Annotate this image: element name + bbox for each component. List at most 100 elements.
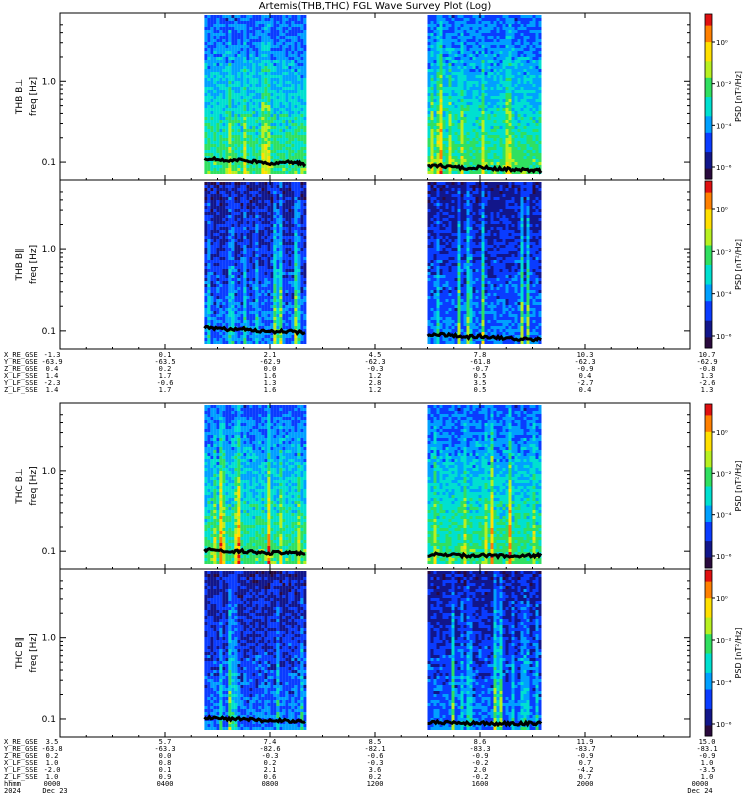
ephemeris-label: X_LF_SSE bbox=[4, 759, 38, 767]
spectrogram-interval-2 bbox=[427, 15, 542, 174]
ephemeris-value: -0.9 bbox=[471, 752, 489, 760]
colorbar-segment bbox=[705, 516, 712, 520]
colorbar-segment bbox=[705, 727, 712, 731]
ephemeris-row: Y_LF_SSE -2.0 0.1 2.1 3.6 2.0 -4.2 -3.5 bbox=[0, 767, 750, 774]
colorbar-segment bbox=[705, 115, 712, 120]
date-end-label: Dec 24 bbox=[687, 787, 713, 795]
colorbar-segment bbox=[705, 168, 712, 172]
y-axis-label: THC B⊥ bbox=[15, 468, 25, 505]
colorbar-segment bbox=[705, 535, 712, 539]
ephemeris-value: 1.3 bbox=[263, 379, 277, 387]
ephemeris-value: -63.8 bbox=[41, 745, 63, 753]
colorbar-segment bbox=[705, 603, 712, 607]
colorbar-segment bbox=[705, 74, 712, 78]
colorbar-segment bbox=[705, 320, 712, 324]
ephemeris-value: 2.0 bbox=[473, 766, 487, 774]
colorbar-segment bbox=[705, 233, 712, 238]
colorbar-segment bbox=[705, 524, 712, 528]
colorbar-segment bbox=[705, 453, 712, 457]
colorbar-segment bbox=[705, 708, 712, 712]
ephemeris-value: 1.0 bbox=[45, 773, 59, 781]
ephemeris-value: 4.5 bbox=[368, 351, 382, 359]
ephemeris-value: -63.5 bbox=[154, 358, 176, 366]
colorbar-segment bbox=[705, 242, 712, 246]
colorbar-segment bbox=[705, 672, 712, 676]
colorbar-segment bbox=[705, 336, 712, 341]
spectrogram-interval-1 bbox=[204, 405, 307, 564]
colorbar-segment bbox=[705, 664, 712, 668]
colorbar-tick-label: 10⁻² bbox=[716, 470, 732, 478]
colorbar-segment bbox=[705, 159, 712, 164]
ephemeris-value: 0.8 bbox=[158, 759, 172, 767]
colorbar-segment bbox=[705, 132, 712, 136]
colorbar-segment bbox=[705, 614, 712, 618]
ephemeris-label: Z_LF_SSE bbox=[4, 773, 38, 781]
colorbar-tick-label: 10⁻⁴ bbox=[716, 512, 732, 520]
colorbar-segment bbox=[705, 464, 712, 468]
colorbar-tick-label: 10⁻⁶ bbox=[716, 721, 732, 729]
colorbar-segment bbox=[705, 683, 712, 687]
time-tick-label: 0400 bbox=[156, 780, 174, 788]
ephemeris-value: 3.5 bbox=[473, 379, 487, 387]
colorbar-segment bbox=[705, 428, 712, 432]
colorbar-segment bbox=[705, 439, 712, 443]
colorbar-segment bbox=[705, 22, 712, 26]
colorbar-tick-label: 10⁰ bbox=[716, 39, 728, 47]
trace-line-4-1 bbox=[203, 714, 306, 724]
panel-frame bbox=[59, 12, 691, 181]
colorbar-segment bbox=[705, 658, 712, 662]
colorbar-segment bbox=[705, 507, 712, 512]
colorbar-segment bbox=[705, 425, 712, 430]
colorbar-segment bbox=[705, 702, 712, 707]
y-tick-label: 0.1 bbox=[42, 547, 56, 557]
ephemeris-value: -2.6 bbox=[698, 379, 716, 387]
ephemeris-label: X_RE_GSE bbox=[4, 738, 38, 746]
colorbar-segment bbox=[705, 258, 712, 263]
time-tick-label: 2000 bbox=[576, 780, 594, 788]
colorbar-segment bbox=[705, 309, 712, 313]
colorbar-segment bbox=[705, 44, 712, 48]
colorbar-segment bbox=[705, 325, 712, 329]
spectrogram-interval-1 bbox=[204, 15, 307, 174]
colorbar-segment bbox=[705, 217, 712, 221]
colorbar-segment bbox=[705, 170, 712, 175]
colorbar-segment bbox=[705, 140, 712, 144]
colorbar-segment bbox=[705, 412, 712, 416]
colorbar-segment bbox=[705, 583, 712, 588]
colorbar-segment bbox=[705, 557, 712, 561]
colorbar-segment bbox=[705, 570, 712, 574]
ephemeris-value: 10.7 bbox=[698, 351, 716, 359]
y-axis-label: THC B∥ bbox=[15, 637, 25, 670]
ephemeris-value: -0.8 bbox=[698, 365, 716, 373]
colorbar-segment bbox=[705, 317, 712, 321]
ephemeris-value: 0.5 bbox=[473, 386, 487, 394]
ephemeris-label: Z_RE_GSE bbox=[4, 365, 38, 373]
time-tick-label: 0000 bbox=[691, 780, 709, 788]
colorbar-segment bbox=[705, 328, 712, 332]
colorbar-segment bbox=[705, 306, 712, 310]
colorbar-segment bbox=[705, 578, 712, 582]
colorbar-segment bbox=[705, 546, 712, 550]
colorbar-segment bbox=[705, 93, 712, 98]
ephemeris-value: 1.2 bbox=[368, 386, 382, 394]
y-tick-label: 0.1 bbox=[42, 158, 56, 168]
colorbar-segment bbox=[705, 222, 712, 227]
ephemeris-value: 1.3 bbox=[700, 372, 714, 380]
colorbar-segment bbox=[705, 548, 712, 553]
colorbar-segment bbox=[705, 297, 712, 302]
ephemeris-value: 1.7 bbox=[158, 386, 172, 394]
ephemeris-value: 11.9 bbox=[576, 738, 594, 746]
colorbar-segment bbox=[705, 630, 712, 635]
colorbar-segment bbox=[705, 236, 712, 240]
colorbar-segment bbox=[705, 342, 712, 346]
colorbar-segment bbox=[705, 543, 712, 547]
colorbar-segment bbox=[705, 647, 712, 651]
ephemeris-row: Z_RE_GSE 0.2 0.0 -0.3 -0.6 -0.9 -0.9 -0.9 bbox=[0, 753, 750, 760]
ephemeris-value: 0.4 bbox=[578, 372, 592, 380]
colorbar-segment bbox=[705, 331, 712, 335]
colorbar-segment bbox=[705, 55, 712, 59]
colorbar-segment bbox=[705, 91, 712, 95]
ephemeris-label: Y_RE_GSE bbox=[4, 745, 38, 753]
colorbar-segment bbox=[705, 711, 712, 715]
